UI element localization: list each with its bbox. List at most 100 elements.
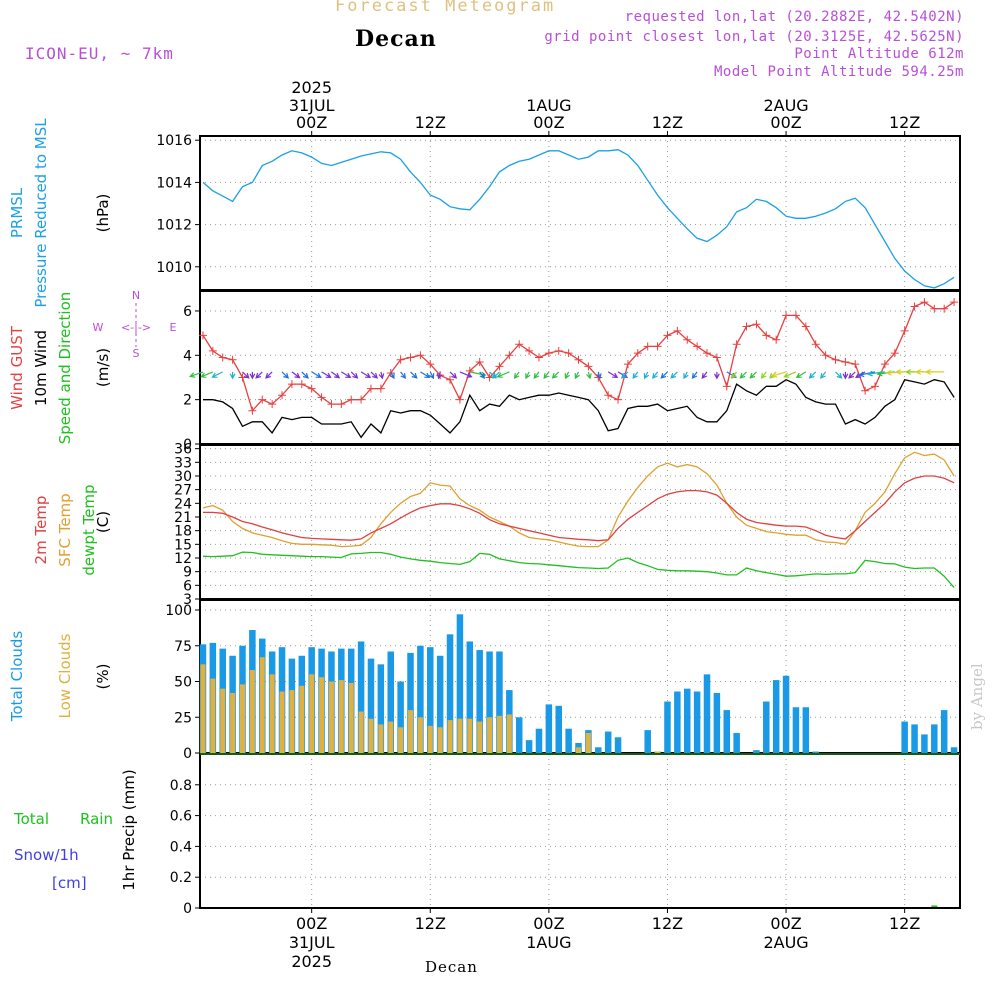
wind-unit: (m/s) xyxy=(94,348,112,387)
gust-marker xyxy=(791,311,800,320)
wind-arrow xyxy=(436,371,443,380)
gust-marker xyxy=(198,331,207,340)
wind-arrow xyxy=(620,371,629,379)
top-time-label: 12Z xyxy=(415,113,446,132)
total-cloud-bar xyxy=(782,675,790,753)
wind-arrow xyxy=(410,371,418,379)
low-cloud-bar xyxy=(220,688,226,753)
precip-ytick-label: 0 xyxy=(183,901,192,917)
temperature-ytick-label: 6 xyxy=(183,578,192,594)
gust-marker xyxy=(594,373,603,382)
wind-arrow xyxy=(301,371,309,379)
total-cloud-bar xyxy=(921,734,928,753)
top-time-label: 12Z xyxy=(889,113,920,132)
wind-arrow xyxy=(551,371,560,379)
gust-marker xyxy=(712,353,721,362)
wind-arrow xyxy=(331,371,341,379)
wind-arrow xyxy=(428,371,435,380)
footer-location: Decan xyxy=(425,958,478,976)
total-cloud-bar xyxy=(417,645,424,753)
low-cloud-bar xyxy=(259,657,265,753)
gust-marker xyxy=(534,353,543,362)
wind-ytick-label: 4 xyxy=(183,348,192,364)
temperature-ytick-label: 27 xyxy=(174,483,192,499)
pressure-line xyxy=(202,149,955,289)
sfc-title: SFC Temp xyxy=(56,493,74,566)
precip-ytick-label: 0.4 xyxy=(170,839,192,855)
total-cloud-bar xyxy=(901,721,908,753)
gust-marker xyxy=(228,355,237,364)
gust-marker xyxy=(643,342,652,351)
top-time-label: 1AUG xyxy=(526,96,571,115)
rain-bar xyxy=(931,905,938,907)
precip-total-label: Total xyxy=(13,810,49,828)
gust-marker xyxy=(554,346,563,355)
gust-marker xyxy=(762,331,771,340)
wind-arrow xyxy=(885,369,905,376)
top-time-label: 12Z xyxy=(652,113,683,132)
model-label: ICON-EU, ~ 7km xyxy=(25,44,174,63)
gust-marker xyxy=(446,375,455,384)
wind-arrow xyxy=(652,371,659,379)
gust-marker xyxy=(801,322,810,331)
low-cloud-bar xyxy=(279,691,285,753)
wind-arrow xyxy=(543,371,550,379)
total-cloud-bar xyxy=(763,701,770,753)
wind-ytick-label: 6 xyxy=(183,304,192,320)
precip-ytick-label: 0.8 xyxy=(170,778,192,794)
total-cloud-bar xyxy=(614,737,622,753)
wind-arrow xyxy=(795,371,807,379)
point-altitude: Point Altitude 612m xyxy=(794,46,964,62)
gust-marker xyxy=(357,395,366,404)
total-cloud-bar xyxy=(407,652,414,753)
low-cloud-bar xyxy=(398,727,404,753)
precip-title: 1hr Precip (mm) xyxy=(120,769,138,890)
low-clouds-title: Low Clouds xyxy=(56,633,74,718)
temperature-ytick-label: 33 xyxy=(174,455,192,471)
top-time-label: 00Z xyxy=(296,113,327,132)
model-altitude: Model Point Altitude 594.25m xyxy=(713,64,964,80)
gust-marker xyxy=(702,349,711,358)
wind-arrow xyxy=(242,371,250,379)
wind-arrow xyxy=(835,371,843,379)
wind-arrow xyxy=(389,371,395,380)
bottom-time-label: 2025 xyxy=(291,952,332,971)
location-name: Decan xyxy=(355,26,437,52)
wind-arrow xyxy=(420,371,431,379)
low-cloud-bar xyxy=(506,714,512,753)
low-cloud-bar xyxy=(299,685,305,753)
wind-arrow xyxy=(683,371,689,380)
wind-arrow xyxy=(670,371,678,379)
total-cloud-bar xyxy=(466,641,474,753)
total-cloud-bar xyxy=(535,728,543,753)
wind-arrow xyxy=(340,371,352,379)
low-cloud-bar xyxy=(388,721,394,753)
low-cloud-bar xyxy=(328,681,334,753)
low-cloud-bar xyxy=(477,721,483,753)
wind-arrow xyxy=(574,371,580,380)
wind-dir-title: Speed and Direction xyxy=(56,292,74,445)
gust-marker xyxy=(811,340,820,349)
wind-arrow xyxy=(249,371,256,380)
wind-arrow xyxy=(350,371,359,379)
total-cloud-bar xyxy=(802,707,810,753)
low-cloud-bar xyxy=(487,717,493,753)
wind-arrow xyxy=(311,371,322,379)
total-cloud-bar xyxy=(683,688,691,753)
requested-coords: requested lon,lat (20.2882E, 42.5402N) xyxy=(624,9,964,25)
temperature-ytick-label: 36 xyxy=(174,442,192,458)
total-cloud-bar xyxy=(703,674,711,753)
total-cloud-bar xyxy=(486,651,493,753)
gust-marker xyxy=(930,304,939,313)
total-cloud-bar xyxy=(674,691,681,753)
wind-arrow xyxy=(632,371,639,379)
bottom-time-label: 1AUG xyxy=(526,933,571,952)
total-cloud-bar xyxy=(367,658,375,753)
t2m-title: 2m Temp xyxy=(32,496,50,565)
gust-marker xyxy=(890,349,899,358)
top-time-label: 00Z xyxy=(770,113,801,132)
wind-arrow xyxy=(281,371,290,379)
gust-marker xyxy=(663,331,672,340)
low-cloud-bar xyxy=(269,674,275,753)
gust-marker xyxy=(317,393,326,402)
